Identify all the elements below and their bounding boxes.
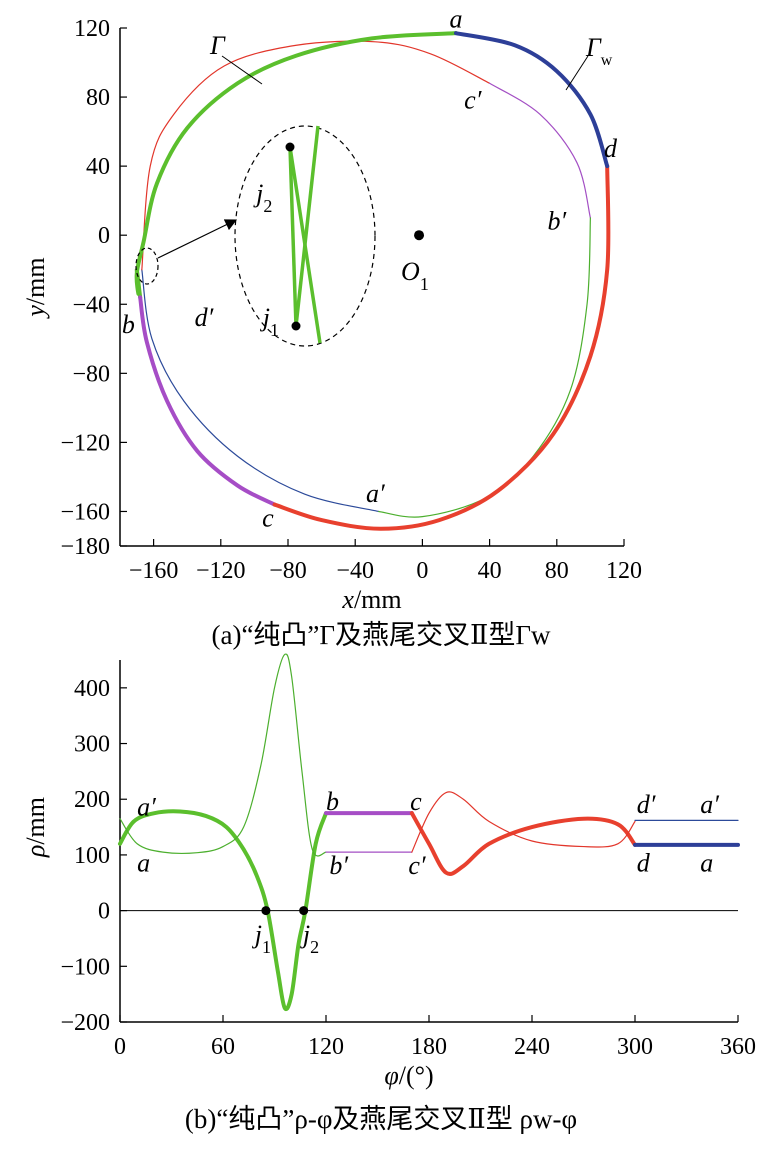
y-tick-label: 40 — [86, 154, 110, 180]
point-label: a′ — [137, 793, 156, 822]
x-tick-label: 120 — [308, 1034, 344, 1060]
curve-label: Γ — [209, 31, 226, 60]
point-label: c — [262, 503, 274, 532]
chart-a: −160 −120 −80 −40 0 40 80 120 −180 −160 −120 −80 −40… — [21, 4, 642, 650]
x-tick-label: 0 — [114, 1034, 126, 1060]
curve-Γw-arc-bc — [138, 295, 277, 507]
inset-point-j1 — [291, 321, 301, 331]
point-label: d — [637, 848, 651, 877]
center-label: O1 — [401, 257, 429, 294]
inset-ellipse — [234, 125, 376, 347]
curve-ρ — [411, 791, 636, 853]
y-tick-label: 80 — [86, 85, 110, 111]
x-tick-label: 80 — [545, 558, 569, 584]
x-axis-label: x/mm — [341, 585, 401, 614]
x-axis-label: φ/(°) — [384, 1061, 433, 1090]
inset-point-j2 — [285, 142, 295, 152]
y-tick-label: 0 — [98, 899, 110, 925]
point-label: d′ — [637, 790, 656, 819]
curve-label: Γw — [585, 33, 613, 69]
point-label: c′ — [408, 851, 426, 880]
zoom-ellipse — [135, 247, 159, 285]
point-label: j1 — [260, 303, 279, 340]
x-tick-label: −80 — [269, 558, 307, 584]
y-tick-label: 120 — [74, 16, 110, 42]
y-tick-label: 400 — [74, 676, 110, 702]
point-label: b — [326, 787, 339, 816]
point-label: c — [410, 787, 422, 816]
x-tick-label: 300 — [617, 1034, 653, 1060]
point-label: b′ — [547, 206, 566, 235]
y-tick-label: −80 — [72, 361, 110, 387]
x-tick-label: 180 — [411, 1034, 447, 1060]
caption-a: (a)“纯凸”Γ及燕尾交叉Ⅱ型Γw — [211, 620, 551, 650]
point-label: a — [700, 848, 713, 877]
y-tick-label: −40 — [72, 292, 110, 318]
x-tick-label: 360 — [720, 1034, 756, 1060]
y-tick-label: 200 — [74, 787, 110, 813]
point-label: a — [450, 4, 463, 33]
curve-Γw-arc-cd — [272, 164, 611, 531]
y-tick-label: 300 — [74, 732, 110, 758]
point-label: d — [604, 134, 618, 163]
x-tick-label: 240 — [514, 1034, 550, 1060]
curve-Γ-arc-a′d′ — [141, 269, 380, 513]
point-label: a′ — [700, 790, 719, 819]
zero-crossing-point — [261, 906, 271, 916]
center-point — [414, 230, 425, 241]
y-tick-label: −100 — [60, 954, 110, 980]
y-tick-label: −180 — [60, 534, 110, 560]
y-tick-label: −120 — [60, 430, 110, 456]
point-label: j2 — [300, 920, 319, 957]
curve-ρw — [409, 811, 637, 876]
zero-crossing-point — [299, 906, 309, 916]
chart-b: 0 60 120 180 240 300 360 −200 −100 0 100 200 300 400 φ… — [21, 653, 756, 1134]
y-tick-label: 0 — [98, 223, 110, 249]
point-label: j1 — [252, 920, 271, 957]
point-label: j2 — [253, 179, 272, 216]
x-tick-label: 0 — [416, 558, 428, 584]
y-tick-label: −200 — [60, 1010, 110, 1036]
inset-line — [288, 146, 298, 327]
point-label: a — [137, 848, 150, 877]
caption-b: (b)“纯凸”ρ-φ及燕尾交叉Ⅱ型 ρw-φ — [185, 1104, 577, 1134]
x-tick-label: 60 — [211, 1034, 235, 1060]
curve-ρ — [119, 653, 327, 857]
curve-Γ-arc-d′c′ — [141, 40, 491, 271]
y-tick-label: 100 — [74, 843, 110, 869]
point-label: c′ — [464, 86, 482, 115]
curve-Γ-arc-b′a′ — [378, 217, 591, 518]
x-tick-label: −40 — [336, 558, 374, 584]
y-axis-label: y/mm — [21, 257, 50, 319]
point-label: b — [122, 310, 135, 339]
inset-line — [294, 125, 320, 327]
point-label: b′ — [329, 851, 348, 880]
leader-gamma-w — [565, 55, 589, 91]
x-tick-label: −160 — [129, 558, 179, 584]
curve-Γw-arc-ab — [134, 31, 458, 300]
y-axis-label: ρ/mm — [21, 797, 50, 858]
leader-gamma — [221, 55, 263, 85]
point-label: d′ — [195, 303, 214, 332]
curve-Γ-arc-c′b′ — [489, 82, 591, 219]
x-tick-label: 120 — [606, 558, 642, 584]
y-tick-label: −160 — [60, 499, 110, 525]
x-tick-label: 40 — [478, 558, 502, 584]
zoom-arrow — [157, 219, 238, 259]
point-label: a′ — [366, 479, 385, 508]
curve-ρw — [118, 809, 328, 1011]
curve-Γw-arc-da — [454, 31, 610, 169]
x-tick-label: −120 — [196, 558, 246, 584]
